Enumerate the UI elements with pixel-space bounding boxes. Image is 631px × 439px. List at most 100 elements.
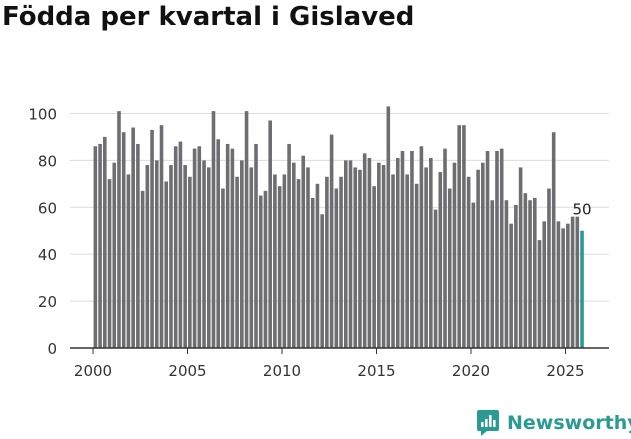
bar bbox=[504, 200, 509, 348]
bar bbox=[320, 214, 324, 348]
bar bbox=[343, 160, 348, 348]
bar bbox=[268, 120, 272, 349]
bar bbox=[254, 143, 258, 348]
bar bbox=[395, 158, 400, 348]
bar bbox=[117, 111, 121, 348]
bar bbox=[438, 172, 443, 348]
bar bbox=[523, 193, 528, 348]
bar bbox=[164, 181, 169, 348]
bar bbox=[433, 209, 438, 348]
bar bbox=[277, 186, 282, 348]
bar bbox=[211, 111, 216, 348]
bar bbox=[325, 176, 329, 348]
newsworthy-brand: Newsworthy bbox=[476, 408, 631, 438]
bar bbox=[367, 158, 372, 348]
x-tick-label: 2010 bbox=[263, 362, 301, 380]
newsworthy-wordmark: Newsworthy bbox=[507, 412, 631, 434]
bar bbox=[542, 221, 547, 348]
bar bbox=[400, 150, 405, 348]
bar bbox=[273, 174, 277, 348]
bar bbox=[528, 200, 532, 348]
bar bbox=[258, 195, 263, 348]
bar bbox=[452, 162, 457, 348]
bar bbox=[112, 162, 117, 348]
bar bbox=[424, 167, 428, 348]
bar bbox=[362, 153, 367, 348]
bar bbox=[150, 129, 154, 348]
bar bbox=[334, 188, 339, 348]
bar bbox=[570, 216, 575, 348]
bar bbox=[173, 146, 178, 348]
bar bbox=[310, 197, 315, 348]
bar bbox=[561, 228, 565, 348]
bar bbox=[495, 150, 499, 348]
bar bbox=[121, 132, 126, 348]
bar bbox=[447, 188, 452, 348]
bar bbox=[249, 167, 254, 348]
bar bbox=[202, 160, 206, 348]
bar bbox=[429, 158, 433, 348]
bar bbox=[103, 136, 107, 348]
bar bbox=[537, 240, 542, 348]
bar bbox=[471, 202, 476, 348]
bar bbox=[381, 165, 386, 348]
bar bbox=[566, 223, 570, 348]
bar bbox=[372, 186, 376, 348]
bar bbox=[391, 174, 395, 348]
bar bbox=[206, 167, 211, 348]
bar bbox=[230, 148, 235, 348]
y-tick-label: 40 bbox=[38, 246, 57, 264]
bar bbox=[306, 167, 310, 348]
bar bbox=[462, 125, 466, 349]
bar bbox=[476, 169, 480, 348]
data-labels: 50 bbox=[572, 201, 591, 219]
last-value-label: 50 bbox=[572, 201, 591, 219]
y-tick-label: 20 bbox=[38, 293, 57, 311]
bar bbox=[140, 190, 145, 348]
y-axis: 0 20 40 60 80 100 bbox=[28, 105, 57, 358]
bar bbox=[145, 165, 150, 348]
chart-title: Födda per kvartal i Gislaved bbox=[2, 2, 415, 32]
bar bbox=[240, 160, 244, 348]
bar bbox=[499, 148, 504, 348]
bar bbox=[126, 174, 131, 348]
bar bbox=[136, 143, 140, 348]
bar bbox=[93, 146, 98, 348]
bar bbox=[315, 183, 320, 348]
x-tick-label: 2000 bbox=[74, 362, 112, 380]
bar bbox=[551, 132, 556, 348]
bar bbox=[192, 148, 197, 348]
bar bbox=[339, 176, 343, 348]
bar bbox=[221, 188, 225, 348]
bar bbox=[556, 221, 561, 348]
bar bbox=[169, 165, 173, 348]
bar bbox=[235, 176, 239, 348]
bar bbox=[225, 143, 230, 348]
bar bbox=[216, 139, 221, 348]
bar bbox=[377, 162, 381, 348]
x-tick-label: 2005 bbox=[168, 362, 206, 380]
bar bbox=[301, 155, 306, 348]
bar bbox=[107, 179, 112, 348]
bar bbox=[292, 162, 296, 348]
bar bbox=[466, 176, 471, 348]
bar bbox=[98, 143, 102, 348]
bars bbox=[93, 106, 584, 349]
y-tick-label: 0 bbox=[47, 340, 57, 358]
bar bbox=[296, 179, 301, 348]
bar bbox=[353, 167, 358, 348]
bar bbox=[287, 143, 291, 348]
x-tick-label: 2015 bbox=[357, 362, 395, 380]
bar bbox=[178, 141, 183, 348]
bar bbox=[481, 162, 485, 348]
bar bbox=[329, 134, 334, 348]
bar bbox=[443, 148, 447, 348]
bar bbox=[386, 106, 391, 348]
newsworthy-logo-icon bbox=[477, 410, 499, 436]
bar bbox=[263, 190, 268, 348]
bar bbox=[547, 188, 551, 348]
bar bbox=[405, 174, 410, 348]
bar bbox=[159, 125, 164, 349]
y-tick-label: 80 bbox=[38, 152, 57, 170]
bar bbox=[518, 167, 523, 348]
